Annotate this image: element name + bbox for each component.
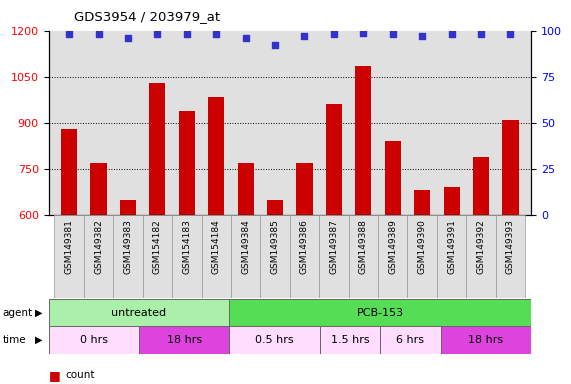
Text: GSM149387: GSM149387 [329,219,339,274]
Bar [149,83,166,215]
Bar [208,97,224,215]
Text: 0.5 hrs: 0.5 hrs [255,335,294,345]
Text: count: count [66,370,95,380]
Bar [502,120,518,215]
Bar [260,215,290,298]
Point [182,31,191,38]
Bar [437,215,467,298]
Point [65,31,74,38]
Text: GSM149385: GSM149385 [271,219,280,274]
Bar [326,104,342,215]
Text: ▶: ▶ [35,308,43,318]
Point [447,31,456,38]
Bar [319,215,349,298]
Point [506,31,515,38]
Bar [289,215,319,298]
Bar [349,215,378,298]
Text: ▶: ▶ [35,335,43,345]
Bar [90,163,107,215]
Text: GSM154183: GSM154183 [182,219,191,274]
Bar [267,200,283,215]
Bar [49,326,139,354]
Bar [296,163,312,215]
Text: GSM149390: GSM149390 [417,219,427,274]
Bar [230,326,320,354]
Text: GSM154182: GSM154182 [153,219,162,274]
Point [417,33,427,39]
Point [123,35,132,41]
Bar [84,215,113,298]
Point [388,31,397,38]
Bar [143,215,172,298]
Text: time: time [3,335,26,345]
Bar [496,215,525,298]
Text: agent: agent [3,308,33,318]
Point [271,42,280,48]
Bar [49,299,230,326]
Text: GSM149389: GSM149389 [388,219,397,274]
Text: GSM149383: GSM149383 [123,219,132,274]
Text: GDS3954 / 203979_at: GDS3954 / 203979_at [74,10,220,23]
Text: GSM149388: GSM149388 [359,219,368,274]
Bar [320,326,380,354]
Text: 18 hrs: 18 hrs [167,335,202,345]
Point [94,31,103,38]
Text: GSM149381: GSM149381 [65,219,74,274]
Bar [414,190,431,215]
Bar [378,215,408,298]
Text: GSM149391: GSM149391 [447,219,456,274]
Text: GSM149392: GSM149392 [477,219,485,274]
Text: PCB-153: PCB-153 [357,308,404,318]
Text: 1.5 hrs: 1.5 hrs [331,335,369,345]
Bar [139,326,230,354]
Bar [441,326,531,354]
Point [476,31,485,38]
Text: GSM149382: GSM149382 [94,219,103,274]
Point [241,35,250,41]
Bar [179,111,195,215]
Bar [231,215,260,298]
Bar [120,200,136,215]
Bar [230,299,531,326]
Bar [172,215,202,298]
Bar [473,157,489,215]
Bar [467,215,496,298]
Bar [238,163,254,215]
Bar [385,141,401,215]
Text: GSM149384: GSM149384 [241,219,250,274]
Point [300,33,309,39]
Text: 6 hrs: 6 hrs [396,335,424,345]
Text: ■: ■ [49,369,61,382]
Bar [444,187,460,215]
Point [359,30,368,36]
Bar [113,215,143,298]
Point [329,31,339,38]
Point [153,31,162,38]
Text: 0 hrs: 0 hrs [80,335,108,345]
Text: GSM149386: GSM149386 [300,219,309,274]
Point [212,31,221,38]
Bar [61,129,77,215]
Bar [355,66,371,215]
Text: GSM149393: GSM149393 [506,219,515,274]
Text: 18 hrs: 18 hrs [468,335,504,345]
Text: untreated: untreated [111,308,167,318]
Text: GSM154184: GSM154184 [212,219,221,274]
Bar [380,326,441,354]
Bar [202,215,231,298]
Bar [408,215,437,298]
Bar [54,215,84,298]
